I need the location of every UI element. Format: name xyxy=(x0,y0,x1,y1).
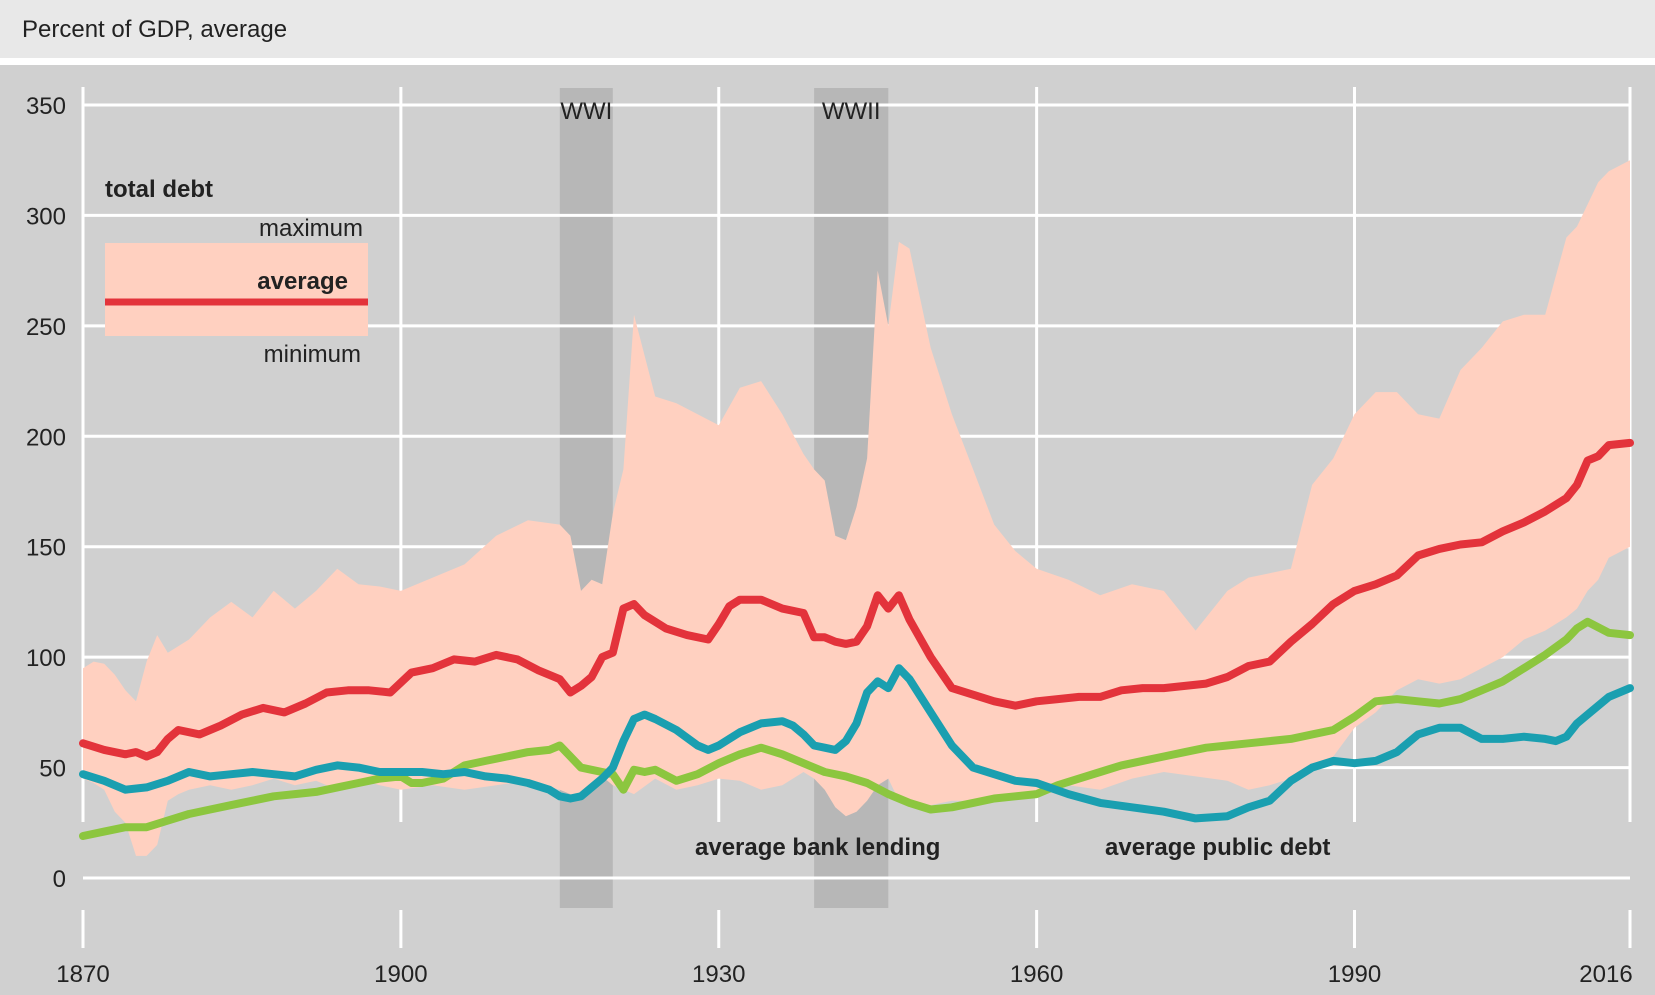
x-tick-label-2016: 2016 xyxy=(1579,961,1632,988)
y-tick-label-300: 300 xyxy=(26,203,66,230)
chart-header: Percent of GDP, average xyxy=(0,0,1655,58)
x-tick-label-1990: 1990 xyxy=(1328,961,1381,988)
y-tick-label-0: 0 xyxy=(53,866,66,893)
series-public-debt xyxy=(79,617,1634,840)
war-labels: WWI WWII xyxy=(560,98,880,125)
legend-average-label: average xyxy=(257,268,348,295)
total-debt-range xyxy=(83,160,1630,856)
y-tick-label-200: 200 xyxy=(26,424,66,451)
legend: total debt maximum average minimum xyxy=(105,176,368,368)
total-debt-band xyxy=(83,160,1630,856)
legend-title: total debt xyxy=(105,176,213,203)
y-tick-label-100: 100 xyxy=(26,645,66,672)
series-lines xyxy=(79,438,1634,840)
x-tick-label-1960: 1960 xyxy=(1010,961,1063,988)
x-tick-label-1900: 1900 xyxy=(374,961,427,988)
war-label-wwii: WWII xyxy=(822,98,881,125)
series-bank-lending xyxy=(79,664,1634,823)
legend-minimum-label: minimum xyxy=(264,341,361,368)
axis-ticks: 0 50 100 150 200 250 300 350 1870 1900 1930 1960 199… xyxy=(26,93,1633,988)
header-separator xyxy=(0,58,1655,65)
legend-maximum-label: maximum xyxy=(259,215,363,242)
y-tick-label-350: 350 xyxy=(26,93,66,120)
x-tick-label-1930: 1930 xyxy=(692,961,745,988)
legend-band-swatch xyxy=(105,243,368,336)
series-total-debt-average xyxy=(79,438,1634,761)
y-tick-label-150: 150 xyxy=(26,535,66,562)
war-label-wwi: WWI xyxy=(560,98,612,125)
y-tick-label-250: 250 xyxy=(26,314,66,341)
x-tick-label-1870: 1870 xyxy=(56,961,109,988)
bank-lending-annotation: average bank lending xyxy=(695,834,940,861)
public-debt-annotation: average public debt xyxy=(1105,834,1330,861)
y-tick-label-50: 50 xyxy=(39,756,66,783)
chart-subtitle: Percent of GDP, average xyxy=(22,16,288,43)
